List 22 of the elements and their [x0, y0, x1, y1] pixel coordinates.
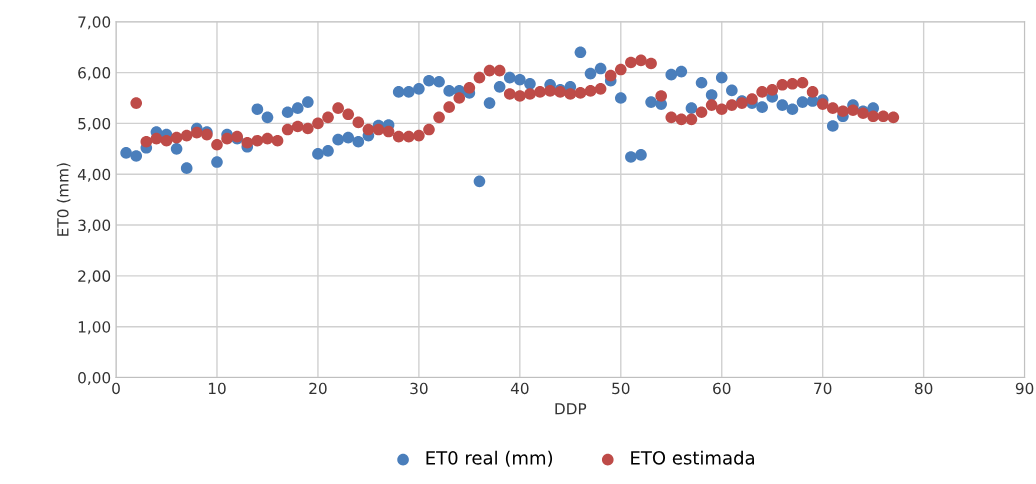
y-tick-label: 1,00	[78, 321, 111, 335]
x-tick-label: 90	[1015, 382, 1034, 395]
y-tick-label: 6,00	[78, 67, 111, 81]
x-tick-label: 10	[208, 382, 226, 395]
legend-label: ET0 real (mm)	[426, 450, 553, 467]
x-tick-label: 50	[612, 382, 630, 395]
x-tick-label: 30	[410, 382, 428, 395]
x-tick-label: 0	[112, 382, 120, 395]
x-tick-label: 70	[814, 382, 832, 395]
y-tick-label: 4,00	[77, 168, 111, 182]
x-tick-label: 20	[309, 382, 327, 395]
y-tick-label: 5,00	[78, 117, 111, 131]
x-axis-title: DDP	[555, 403, 587, 415]
legend-label: ETO estimada	[631, 450, 754, 465]
x-tick-label: 40	[510, 382, 529, 395]
y-axis-title: ET0 (mm)	[56, 163, 71, 236]
y-tick-label: 2,00	[78, 270, 111, 284]
x-tick-label: 60	[713, 382, 731, 395]
y-tick-label: 3,00	[78, 219, 111, 233]
y-tick-label: 0,00	[78, 371, 111, 386]
x-tick-label: 80	[914, 382, 933, 395]
y-tick-label: 7,00	[78, 16, 111, 30]
